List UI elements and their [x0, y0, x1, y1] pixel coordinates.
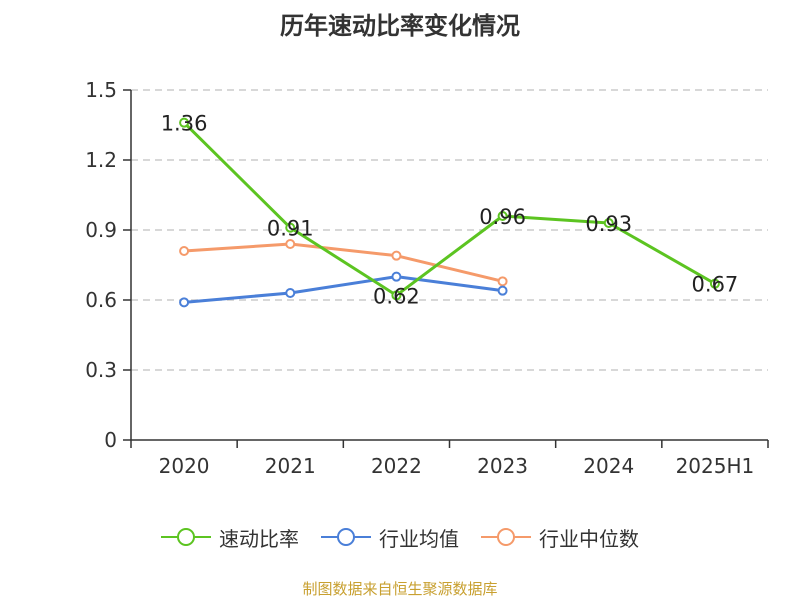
- y-tick-label: 1.2: [85, 148, 117, 172]
- y-tick-label: 0: [104, 428, 117, 452]
- data-point: [179, 246, 190, 256]
- data-point: [497, 285, 508, 296]
- grid-lines: [131, 89, 768, 371]
- axes: 0 0.3 0.6 0.9 1.2 1.5 2020 2021 2022 2023 2024 2025…: [85, 78, 769, 478]
- y-tick-label: 1.5: [85, 78, 117, 102]
- legend: 速动比率 行业均值 行业中位数: [0, 519, 800, 555]
- data-label: 0.62: [373, 284, 420, 308]
- data-point: [285, 222, 296, 233]
- data-label: 0.93: [585, 212, 632, 236]
- data-point: [709, 278, 720, 289]
- legend-label: 速动比率: [219, 526, 299, 551]
- x-tick-label: 2022: [371, 454, 422, 478]
- data-point: [497, 276, 508, 287]
- legend-swatch-marker: [337, 528, 355, 546]
- series-lines: [179, 117, 720, 308]
- series-line: [183, 121, 716, 297]
- series-line: [183, 242, 503, 283]
- legend-label: 行业均值: [379, 526, 459, 551]
- x-tick-label: 2023: [477, 454, 528, 478]
- data-point: [391, 271, 402, 282]
- data-point: [179, 117, 190, 128]
- data-point: [285, 288, 296, 298]
- data-point: [603, 218, 614, 228]
- y-tick-label: 0.3: [85, 358, 117, 382]
- legend-item[interactable]: 行业均值: [321, 523, 459, 552]
- data-point: [391, 250, 402, 261]
- data-labels: 1.36 0.91 0.62 0.96 0.93 0.67: [161, 112, 739, 309]
- legend-swatch: [321, 528, 371, 546]
- legend-swatch-marker: [497, 528, 515, 546]
- data-point: [391, 290, 402, 301]
- x-tick-label: 2025H1: [676, 454, 755, 478]
- series-line: [183, 275, 503, 304]
- x-tick-label: 2021: [265, 454, 316, 478]
- legend-swatch-marker: [177, 528, 195, 546]
- source-note: 制图数据来自恒生聚源数据库: [302, 580, 498, 598]
- data-point: [285, 239, 296, 249]
- legend-label: 行业中位数: [539, 526, 639, 551]
- data-label: 0.96: [479, 205, 526, 229]
- x-tick-label: 2020: [159, 454, 210, 478]
- data-label: 0.91: [267, 217, 314, 241]
- y-tick-label: 0.6: [85, 288, 117, 312]
- chart-title: 历年速动比率变化情况: [280, 12, 520, 40]
- data-label: 0.67: [692, 273, 739, 297]
- legend-item[interactable]: 行业中位数: [481, 523, 639, 552]
- legend-swatch: [481, 528, 531, 546]
- legend-item[interactable]: 速动比率: [161, 523, 299, 552]
- data-point: [497, 211, 508, 221]
- y-tick-label: 0.9: [85, 218, 117, 242]
- data-label: 1.36: [161, 112, 208, 136]
- x-tick-label: 2024: [583, 454, 634, 478]
- legend-swatch: [161, 528, 211, 546]
- data-point: [179, 297, 190, 308]
